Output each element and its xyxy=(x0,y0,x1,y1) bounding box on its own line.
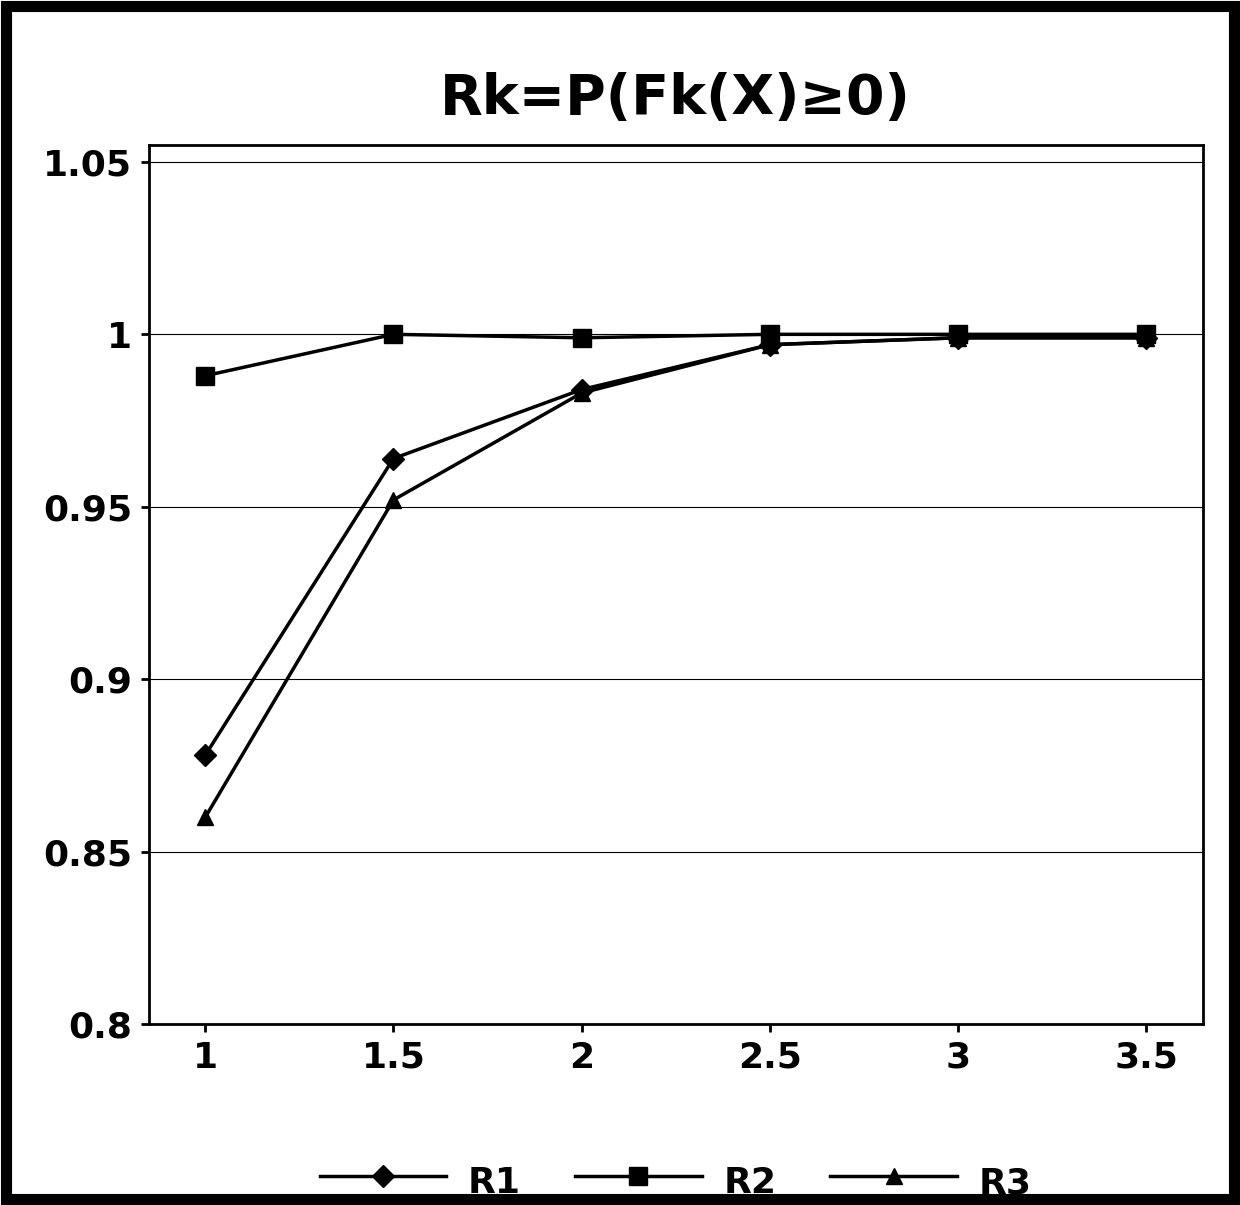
Line: R1: R1 xyxy=(197,330,1154,763)
R1 xyxy=(763,337,777,352)
R1 xyxy=(574,382,589,396)
R2 xyxy=(763,327,777,341)
R1 xyxy=(198,748,213,763)
R2 xyxy=(198,369,213,383)
R2 xyxy=(574,330,589,345)
R3 xyxy=(386,493,401,507)
R3 xyxy=(951,330,966,345)
R3 xyxy=(198,810,213,824)
R1 xyxy=(386,452,401,466)
R3 xyxy=(574,386,589,400)
Line: R2: R2 xyxy=(196,325,1156,384)
R3 xyxy=(1138,330,1153,345)
R2 xyxy=(951,327,966,341)
R3 xyxy=(763,337,777,352)
Title: Rk=P(Fk(X)≥0): Rk=P(Fk(X)≥0) xyxy=(440,72,911,127)
R2 xyxy=(386,327,401,341)
R2 xyxy=(1138,327,1153,341)
Legend: R1, R2, R3: R1, R2, R3 xyxy=(291,1130,1060,1205)
R1 xyxy=(1138,330,1153,345)
Line: R3: R3 xyxy=(197,329,1154,825)
R1 xyxy=(951,330,966,345)
